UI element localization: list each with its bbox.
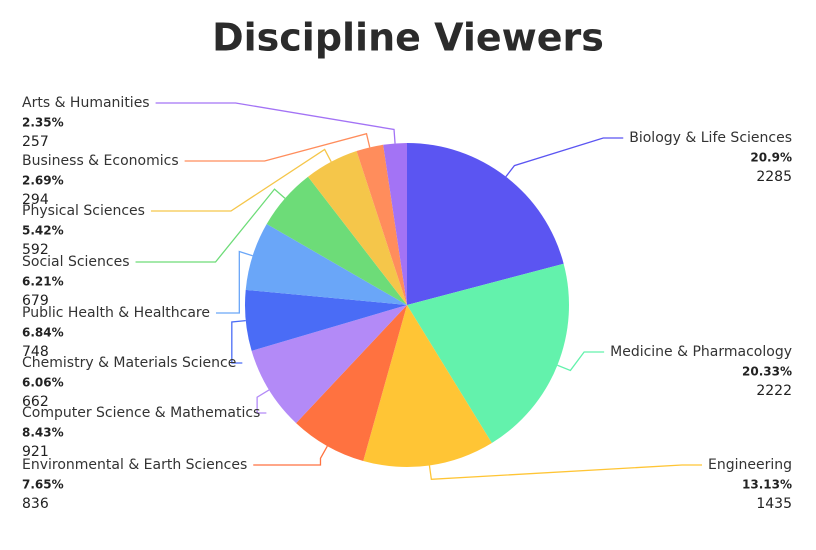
slice-label: Biology & Life Sciences bbox=[629, 130, 792, 146]
leader-line bbox=[557, 351, 605, 372]
slice-percent: 6.06% bbox=[22, 376, 64, 390]
slice-count: 592 bbox=[22, 242, 49, 258]
leader-line bbox=[155, 102, 396, 144]
slice-label: Environmental & Earth Sciences bbox=[22, 457, 247, 473]
slice-percent: 6.21% bbox=[22, 275, 64, 289]
pie-slice bbox=[383, 143, 407, 305]
slice-percent: 7.65% bbox=[22, 478, 64, 492]
pie-slice bbox=[407, 143, 564, 305]
slice-count: 2285 bbox=[756, 169, 792, 185]
leader-line bbox=[253, 445, 328, 466]
slice-label: Business & Economics bbox=[22, 153, 179, 169]
pie-slice bbox=[308, 151, 407, 305]
slice-percent: 13.13% bbox=[742, 478, 792, 492]
pie-slice bbox=[407, 263, 570, 443]
slice-label: Physical Sciences bbox=[22, 203, 145, 219]
slice-percent: 6.84% bbox=[22, 326, 64, 340]
slice-count: 1435 bbox=[756, 496, 792, 512]
slice-label: Public Health & Healthcare bbox=[22, 305, 210, 321]
slice-label: Chemistry & Materials Science bbox=[22, 355, 236, 371]
pie-slice bbox=[245, 289, 407, 351]
pie-slice bbox=[363, 305, 492, 467]
slice-percent: 5.42% bbox=[22, 224, 64, 238]
pie-slice bbox=[296, 305, 407, 461]
slice-percent: 8.43% bbox=[22, 426, 64, 440]
slice-label: Arts & Humanities bbox=[22, 95, 150, 111]
leader-line bbox=[215, 250, 253, 314]
chart-title: Discipline Viewers bbox=[212, 16, 604, 60]
slice-count: 257 bbox=[22, 134, 49, 150]
slice-count: 921 bbox=[22, 444, 49, 460]
leader-line bbox=[231, 319, 246, 364]
slice-count: 679 bbox=[22, 293, 49, 309]
pie-slice bbox=[266, 176, 407, 305]
slice-percent: 2.69% bbox=[22, 174, 64, 188]
slice-label: Social Sciences bbox=[22, 254, 130, 270]
slice-label: Computer Science & Mathematics bbox=[22, 405, 260, 421]
slice-count: 748 bbox=[22, 344, 49, 360]
leader-line bbox=[505, 137, 624, 178]
slice-label: Engineering bbox=[708, 457, 792, 473]
pie-slice bbox=[251, 305, 407, 424]
slice-percent: 20.33% bbox=[742, 365, 792, 379]
leader-line bbox=[135, 188, 286, 263]
pie-slice bbox=[356, 144, 407, 305]
slice-count: 294 bbox=[22, 192, 49, 208]
slice-percent: 2.35% bbox=[22, 116, 64, 130]
leader-line bbox=[150, 148, 332, 212]
leader-line bbox=[428, 464, 702, 480]
leader-line bbox=[256, 389, 270, 414]
slice-label: Medicine & Pharmacology bbox=[610, 344, 792, 360]
leader-line bbox=[184, 132, 371, 162]
slice-percent: 20.9% bbox=[750, 151, 792, 165]
slice-count: 2222 bbox=[756, 383, 792, 399]
pie-slice bbox=[245, 224, 407, 305]
slice-count: 836 bbox=[22, 496, 49, 512]
slice-count: 662 bbox=[22, 394, 49, 410]
